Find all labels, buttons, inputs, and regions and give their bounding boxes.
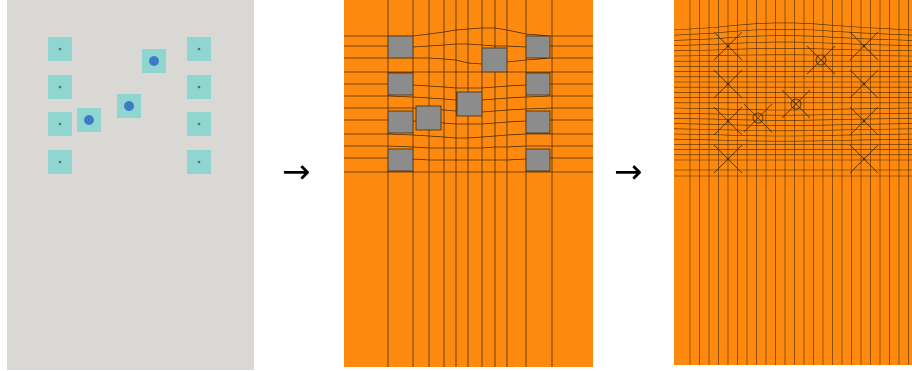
dot-icon [862, 157, 866, 161]
mesh-line [674, 22, 912, 31]
coarse-mesh-canvas [344, 0, 593, 367]
component-block [525, 148, 551, 172]
component-layout-panel [7, 0, 254, 370]
mesh-line [674, 41, 912, 46]
dot-icon [726, 119, 730, 123]
dot-icon [58, 47, 62, 51]
dot-icon [862, 119, 866, 123]
dot-icon [197, 85, 201, 89]
circle-icon [790, 98, 802, 110]
refined-mesh-canvas [674, 0, 912, 365]
component-block [456, 91, 483, 117]
mesh-line [674, 28, 912, 36]
mesh-line [674, 112, 912, 116]
mesh-background [674, 0, 912, 365]
mesh-line [674, 138, 912, 142]
component-block [387, 35, 414, 59]
dot-icon [197, 47, 201, 51]
component-block [525, 72, 551, 96]
mesh-background [344, 0, 593, 367]
mesh-line [674, 128, 912, 132]
component-block [481, 47, 508, 73]
coarse-mesh-panel [344, 0, 593, 367]
dot-icon [197, 160, 201, 164]
refined-mesh-panel [674, 0, 912, 365]
mesh-line [674, 133, 912, 137]
circle-icon [815, 54, 827, 66]
component-block [525, 110, 551, 134]
board-background [7, 0, 254, 370]
circle-icon [149, 56, 159, 66]
dot-icon [197, 122, 201, 126]
dot-icon [58, 85, 62, 89]
mesh-line [806, 45, 836, 75]
component-block [387, 110, 414, 134]
dot-icon [726, 157, 730, 161]
circle-icon [124, 101, 134, 111]
dot-icon [58, 160, 62, 164]
dot-icon [726, 82, 730, 86]
mesh-line [674, 54, 912, 57]
component-block [387, 72, 414, 96]
dot-icon [58, 122, 62, 126]
mesh-line [743, 103, 773, 133]
mesh-line [344, 133, 593, 139]
component-block [525, 35, 551, 59]
mesh-line [781, 89, 811, 119]
component-block [415, 105, 442, 131]
dot-icon [862, 82, 866, 86]
circle-icon [84, 115, 94, 125]
circle-icon [752, 112, 764, 124]
mesh-line [674, 118, 912, 121]
right-arrow-icon: → [282, 152, 311, 192]
mesh-line [674, 107, 912, 111]
right-arrow-icon: → [614, 152, 643, 192]
dot-icon [726, 44, 730, 48]
component-block [387, 148, 414, 172]
mesh-line [674, 35, 912, 41]
component-layout-canvas [7, 0, 254, 370]
mesh-line [344, 145, 593, 149]
dot-icon [862, 44, 866, 48]
